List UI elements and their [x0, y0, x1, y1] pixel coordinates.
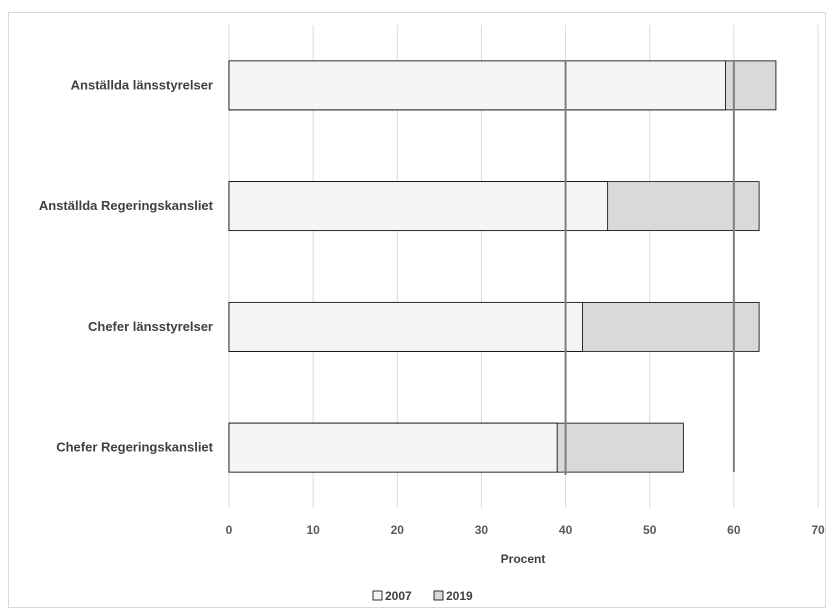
- bar-2007-3: [228, 422, 558, 473]
- category-label-0: Anställda länsstyrelser: [71, 77, 213, 92]
- bar-2007-2: [228, 301, 583, 352]
- legend-swatch-2007: [372, 590, 383, 601]
- category-label-3: Chefer Regeringskansliet: [56, 440, 213, 455]
- category-label-1: Anställda Regeringskansliet: [39, 198, 214, 213]
- x-tick-label-50: 50: [643, 523, 657, 537]
- x-tick-label-60: 60: [727, 523, 741, 537]
- x-tick-label-70: 70: [811, 523, 825, 537]
- bar-2007-0: [228, 60, 726, 111]
- category-label-2: Chefer länsstyrelser: [88, 319, 213, 334]
- legend-swatch-2019: [433, 590, 444, 601]
- x-tick-label-30: 30: [475, 523, 489, 537]
- reference-lines: [564, 60, 735, 475]
- category-labels: Anställda länsstyrelser Anställda Regerin…: [39, 77, 214, 454]
- x-axis-title: Procent: [501, 552, 546, 566]
- legend-label-2007: 2007: [385, 589, 412, 603]
- bars: [228, 60, 777, 473]
- x-tick-label-10: 10: [306, 523, 320, 537]
- x-tick-label-40: 40: [559, 523, 573, 537]
- legend-label-2019: 2019: [446, 589, 473, 603]
- x-tick-labels: 0 10 20 30 40 50 60 70: [226, 523, 825, 537]
- x-tick-label-0: 0: [226, 523, 233, 537]
- legend: 2007 2019: [372, 589, 473, 603]
- bar-2007-1: [228, 181, 609, 232]
- x-tick-label-20: 20: [391, 523, 405, 537]
